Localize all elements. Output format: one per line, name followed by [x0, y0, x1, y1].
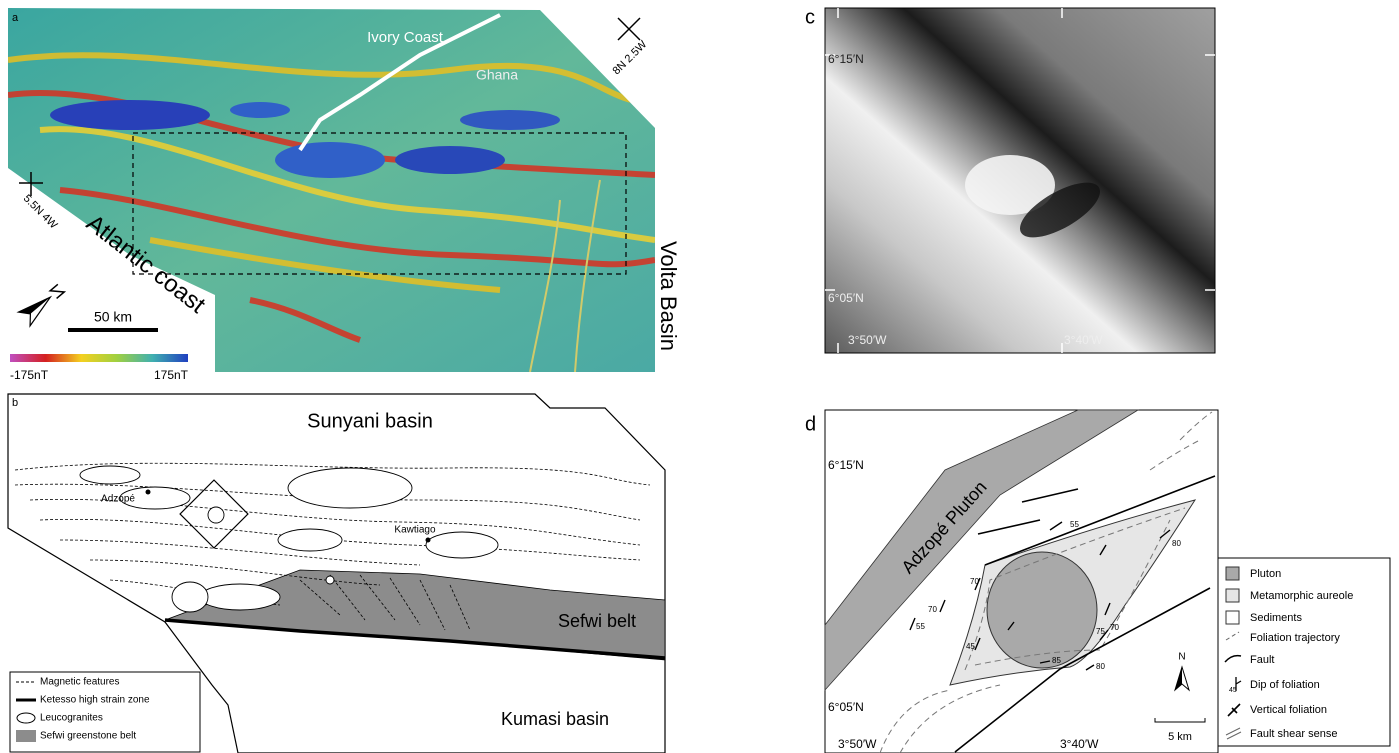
coordinate-label: 8N 2.5W [611, 38, 650, 77]
region-label: Kumasi basin [501, 709, 609, 729]
lon-label: 3°50′W [838, 737, 877, 751]
figure: a Ivory Coast Ghana Atlantic coast Volta… [0, 0, 1399, 753]
legend-label: Metamorphic aureole [1250, 590, 1353, 602]
lat-label: 6°15′N [828, 52, 864, 66]
dip-label: 45 [966, 642, 975, 651]
lon-label: 3°40′W [1060, 737, 1099, 751]
colorbar [10, 354, 188, 362]
panel-label: c [805, 6, 815, 28]
pluton [987, 552, 1097, 668]
lat-label: 6°15′N [828, 458, 864, 472]
region-label: Sunyani basin [307, 410, 433, 432]
page: a Ivory Coast Ghana Atlantic coast Volta… [0, 0, 1399, 753]
legend-label: Foliation trajectory [1250, 632, 1340, 644]
place-label: Ghana [476, 67, 518, 83]
colorbar-label: 175nT [154, 368, 189, 382]
panel-d: d 6°15′N 6°05′N 3°50′W 3°40′W Adzopé Plu… [805, 410, 1390, 753]
legend-label: Magnetic features [40, 677, 120, 688]
panel-label: a [12, 12, 19, 24]
legend-label: Dip of foliation [1250, 679, 1320, 691]
lon-label: 3°50′W [848, 333, 887, 347]
place-label: Ivory Coast [367, 29, 444, 46]
legend-label: Fault [1250, 654, 1274, 666]
lat-label: 6°05′N [828, 291, 864, 305]
dip-label: 55 [916, 622, 925, 631]
coordinate-cross [618, 18, 640, 40]
town [426, 538, 431, 543]
legend-label: Vertical foliation [1250, 704, 1327, 716]
dip-label: 70 [928, 605, 937, 614]
legend-label: Leucogranites [40, 713, 103, 724]
panel-label: b [12, 397, 18, 409]
colorbar-label: -175nT [10, 368, 49, 382]
legend-dip-example: 45 [1229, 687, 1237, 694]
legend-label: Sediments [1250, 612, 1302, 624]
panel-a: a Ivory Coast Ghana Atlantic coast Volta… [8, 8, 681, 382]
panel-c: c 6°15′N 6°05′N 3°50′W 3°40′W [805, 6, 1215, 353]
scale-label: 5 km [1168, 731, 1192, 743]
place-label: Volta Basin [656, 241, 681, 351]
legend-label: Ketesso high strain zone [40, 695, 150, 706]
scale-label: 50 km [94, 309, 132, 325]
town-label: Kawtiago [394, 525, 436, 536]
dip-label: 85 [1052, 656, 1061, 665]
town-label: Adzopé [101, 494, 135, 505]
legend-label: Fault shear sense [1250, 728, 1337, 740]
panel-label: d [805, 413, 816, 435]
legend: Magnetic features Ketesso high strain zo… [10, 672, 200, 752]
dip-label: 70 [1110, 623, 1119, 632]
town [146, 490, 151, 495]
dip-label: 55 [1070, 520, 1079, 529]
north-arrow [18, 281, 66, 326]
legend: 45 Pluton Metamorphic aureole Sediments … [1218, 558, 1390, 746]
north-label: N [1178, 652, 1185, 663]
dip-label: 80 [1172, 539, 1181, 548]
panel-b: b Sunyani basin Sefwi belt Kumasi basin … [8, 394, 665, 753]
legend-label: Pluton [1250, 568, 1281, 580]
dip-label: 80 [1096, 662, 1105, 671]
region-label: Sefwi belt [558, 611, 636, 631]
legend-label: Sefwi greenstone belt [40, 731, 136, 742]
lon-label: 3°40′W [1064, 333, 1103, 347]
lat-label: 6°05′N [828, 700, 864, 714]
